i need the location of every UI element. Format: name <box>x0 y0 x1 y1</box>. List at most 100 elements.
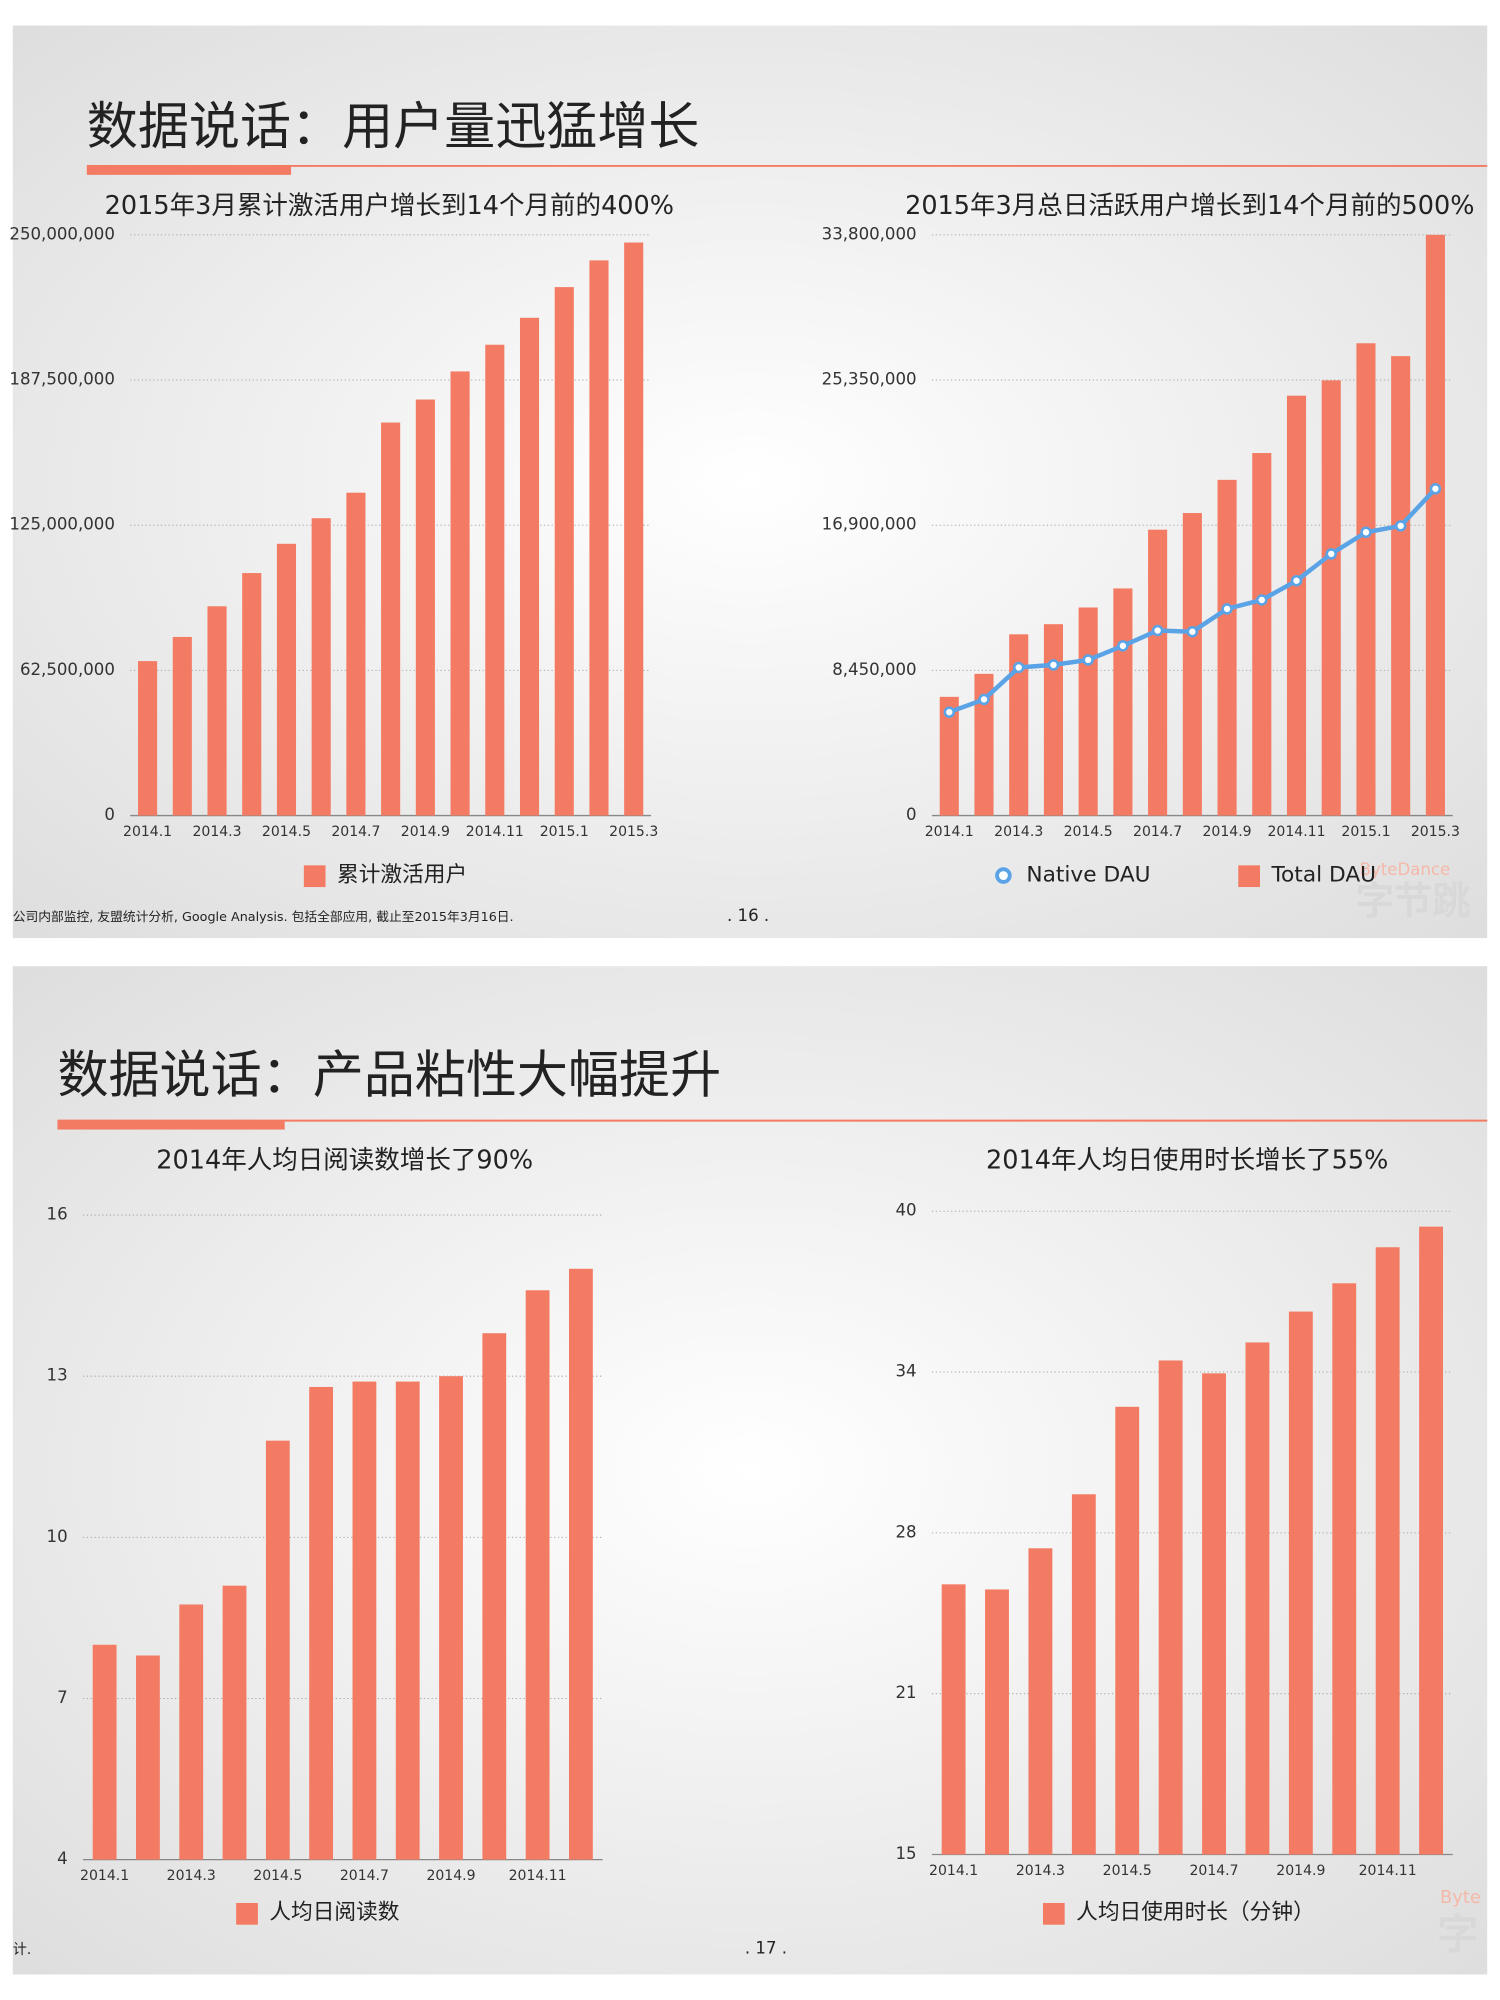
chart-title: 2015年3月累计激活用户增长到14个月前的400% <box>105 191 674 221</box>
line-point <box>1221 603 1233 615</box>
legend-label: 人均日阅读数 <box>269 1900 399 1925</box>
bar <box>1182 513 1202 816</box>
title-accent <box>86 165 292 175</box>
x-tick-label: 2014.7 <box>1189 1863 1238 1879</box>
y-tick-label: 0 <box>906 805 917 824</box>
y-tick-label: 16 <box>47 1205 68 1224</box>
line-point <box>1360 526 1372 538</box>
bar <box>136 1655 160 1860</box>
bar <box>265 1440 290 1860</box>
y-tick-label: 7 <box>57 1688 68 1707</box>
bar <box>589 260 609 816</box>
bar <box>568 1268 593 1860</box>
x-tick-label: 2014.3 <box>192 824 241 840</box>
bar <box>1158 1360 1183 1855</box>
x-tick-label: 2015.1 <box>540 824 589 840</box>
bar <box>415 399 435 816</box>
line-point <box>1429 483 1442 495</box>
bar <box>1321 380 1341 816</box>
bar <box>1245 1342 1270 1855</box>
bar <box>1419 1226 1443 1855</box>
x-tick-label: 2014.11 <box>466 824 524 840</box>
bar <box>1375 1247 1400 1855</box>
legend-marker <box>995 867 1012 884</box>
bar <box>624 242 644 816</box>
bar <box>352 1381 377 1860</box>
bar <box>172 636 192 816</box>
bar <box>1288 1311 1313 1855</box>
watermark: ByteDance <box>1360 860 1451 879</box>
bar <box>395 1381 420 1860</box>
bar <box>1028 1548 1053 1855</box>
x-tick-label: 2014.5 <box>1064 824 1113 840</box>
y-tick-label: 21 <box>895 1683 916 1702</box>
line-point <box>1290 574 1303 587</box>
line-point <box>1186 625 1199 638</box>
legend-label: Total DAU <box>1270 863 1376 888</box>
bar <box>974 673 994 816</box>
page-number: . 16 . <box>727 906 769 925</box>
bar <box>311 518 331 816</box>
bar <box>985 1589 1009 1855</box>
line-point <box>1256 594 1268 606</box>
line-point <box>1325 548 1337 560</box>
y-tick-label: 33,800,000 <box>822 224 917 243</box>
x-tick-label: 2014.3 <box>994 824 1043 840</box>
line-point <box>1082 654 1094 666</box>
x-tick-label: 2014.5 <box>253 1868 302 1884</box>
x-tick-label: 2014.7 <box>331 824 380 840</box>
bar <box>1009 634 1029 816</box>
bar <box>1202 1373 1226 1855</box>
bar <box>1071 1494 1096 1855</box>
x-tick-label: 2015.1 <box>1341 824 1390 840</box>
legend-label: Native DAU <box>1026 863 1150 888</box>
y-tick-label: 15 <box>895 1844 916 1863</box>
x-tick-label: 2014.1 <box>123 824 172 840</box>
bar <box>1252 453 1272 816</box>
bar <box>482 1333 507 1860</box>
y-tick-label: 28 <box>895 1522 916 1541</box>
x-tick-label: 2014.7 <box>1133 824 1182 840</box>
bar <box>1043 624 1063 816</box>
bar <box>519 317 540 816</box>
x-tick-label: 2015.3 <box>609 824 658 840</box>
y-tick-label: 187,500,000 <box>9 370 114 389</box>
page-number: . 17 . <box>745 1938 787 1957</box>
x-tick-label: 2014.11 <box>509 1868 567 1884</box>
bar <box>1113 588 1133 816</box>
source-note: 计. <box>13 1942 32 1958</box>
x-tick-label: 2014.1 <box>929 1863 978 1879</box>
bar <box>381 422 401 816</box>
watermark: Byte <box>1440 1887 1481 1908</box>
bar <box>439 1376 463 1860</box>
y-tick-label: 16,900,000 <box>822 515 917 534</box>
x-tick-label: 2014.11 <box>1359 1863 1417 1879</box>
bar <box>485 344 505 816</box>
line-point <box>978 693 990 706</box>
x-tick-label: 2014.7 <box>340 1868 389 1884</box>
y-tick-label: 125,000,000 <box>9 515 114 534</box>
x-tick-label: 2015.3 <box>1411 824 1460 840</box>
bar <box>207 606 227 816</box>
y-tick-label: 0 <box>104 805 115 824</box>
y-tick-label: 62,500,000 <box>20 660 115 679</box>
line-point <box>1117 640 1129 652</box>
line-point <box>1012 661 1025 674</box>
line-point <box>1394 520 1407 532</box>
bar <box>242 573 262 816</box>
y-tick-label: 34 <box>895 1362 916 1381</box>
x-tick-label: 2014.3 <box>167 1868 216 1884</box>
line-point <box>943 706 956 718</box>
y-tick-label: 8,450,000 <box>832 660 916 679</box>
bar <box>138 661 158 816</box>
bar <box>1356 343 1376 816</box>
bar <box>346 492 366 816</box>
bar <box>1425 234 1445 816</box>
x-tick-label: 2014.9 <box>1203 824 1252 840</box>
chart-title: 2014年人均日阅读数增长了90% <box>156 1145 533 1175</box>
line-point <box>1151 624 1164 637</box>
x-tick-label: 2014.9 <box>426 1868 475 1884</box>
bar <box>941 1584 966 1855</box>
legend-marker <box>1042 1902 1065 1925</box>
